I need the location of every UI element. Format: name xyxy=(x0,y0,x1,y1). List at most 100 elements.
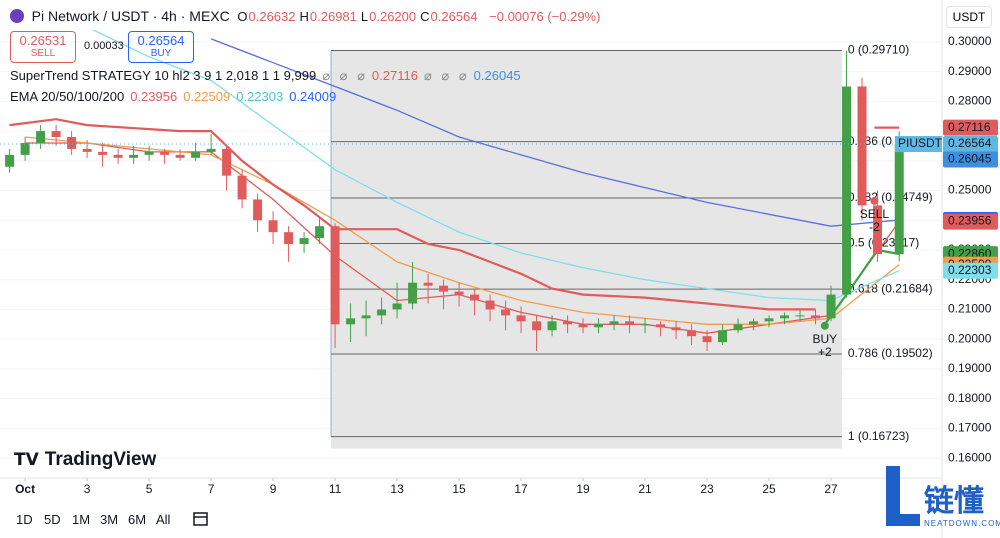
candle-body xyxy=(237,175,247,200)
signal-count: -2 xyxy=(869,220,880,234)
candle-body xyxy=(842,86,852,295)
y-tick-label: 0.19000 xyxy=(948,361,992,375)
candle-body xyxy=(5,154,15,167)
sell-label: SELL xyxy=(30,48,56,59)
candle-body xyxy=(547,321,557,331)
price-badge xyxy=(943,262,998,279)
fib-label: 0.786 (0.19502) xyxy=(848,346,933,360)
price-badge-label: 0.26045 xyxy=(948,152,992,166)
legend-row: Pi Network / USDT · 4h · MEXC O0.26632 H0… xyxy=(10,8,604,24)
indicator-icons: ⌀ ⌀ ⌀ xyxy=(423,68,470,83)
candle-body xyxy=(826,294,836,319)
candle-body xyxy=(82,148,92,152)
indicator-name: SuperTrend STRATEGY 10 hl2 3 9 1 2,018 1… xyxy=(10,68,317,83)
candle-body xyxy=(160,151,170,155)
indicator-value: 0.26045 xyxy=(473,68,521,83)
candle-body xyxy=(377,309,387,316)
wm-bar xyxy=(886,514,920,526)
indicator-value: 0.23956 xyxy=(130,89,178,104)
y-tick-label: 0.20000 xyxy=(948,331,992,345)
indicator-line xyxy=(210,38,900,227)
watermark: 链懂 NEATDOWN.COM xyxy=(884,466,1000,538)
indicator-value: 0.24009 xyxy=(289,89,337,104)
candle-body xyxy=(206,148,216,152)
x-tick-label: 19 xyxy=(576,482,590,496)
spread: 0.00033 xyxy=(84,40,124,52)
y-tick-label: 0.21000 xyxy=(948,302,992,316)
candle-body xyxy=(873,205,883,255)
range-button[interactable]: 5D xyxy=(44,512,61,527)
candle-body xyxy=(454,291,464,295)
y-tick-label: 0.18000 xyxy=(948,391,992,405)
overlay: 0.16000 0.17000 0.18000 0.19000 0.20000 0.210… xyxy=(15,34,998,496)
candle-body xyxy=(36,131,46,143)
signal-count: +2 xyxy=(818,345,832,359)
range-button[interactable]: 1M xyxy=(72,512,91,527)
price-badge-label: 0.26564 xyxy=(948,136,992,150)
change: −0.00076 (−0.29%) xyxy=(489,9,601,24)
indicator-line xyxy=(9,118,900,311)
ohlc-value: 0.26200 xyxy=(369,9,417,24)
indicator-value: 0.22303 xyxy=(236,89,284,104)
candle-body xyxy=(20,142,30,155)
currency-button[interactable]: USDT xyxy=(946,6,992,28)
x-tick-label: 25 xyxy=(762,482,776,496)
signal-dot xyxy=(870,196,879,205)
candle-body xyxy=(764,318,774,322)
x-tick-label: 15 xyxy=(452,482,466,496)
price-badge-label: 0.22303 xyxy=(948,263,992,277)
candle-body xyxy=(516,315,526,322)
x-tick-label: 17 xyxy=(514,482,528,496)
candle-body xyxy=(98,151,108,155)
candle-body xyxy=(129,154,139,158)
brand: TradingView xyxy=(44,449,157,470)
candle-body xyxy=(485,300,495,310)
price-badge xyxy=(943,151,998,168)
indicator-name: EMA 20/50/100/200 xyxy=(10,89,125,104)
fib-region xyxy=(331,50,842,449)
indicator-value: 0.22509 xyxy=(183,89,231,104)
candle-body xyxy=(144,151,154,155)
range-button[interactable]: 6M xyxy=(128,512,147,527)
symbol: Pi Network / USDT · 4h · MEXC xyxy=(31,8,230,24)
ohlc-key: H xyxy=(299,9,309,24)
candle-body xyxy=(702,336,712,343)
buy-button[interactable]: 0.26564 BUY xyxy=(128,31,194,63)
ohlc-key: L xyxy=(360,9,369,24)
candle-body xyxy=(811,315,821,319)
x-tick-label: 21 xyxy=(638,482,652,496)
x-tick-label: 3 xyxy=(84,482,91,496)
candle-body xyxy=(563,321,573,325)
candle-body xyxy=(749,321,759,325)
candle-body xyxy=(609,321,619,325)
fib-label: 1 (0.16723) xyxy=(848,429,909,443)
candle-body xyxy=(299,238,309,245)
ohlc-key: C xyxy=(420,9,430,24)
candle-body xyxy=(625,321,635,325)
range-button[interactable]: 1D xyxy=(16,512,33,527)
calendar-icon[interactable] xyxy=(192,510,210,528)
price-badge-label: 0.27116 xyxy=(948,120,991,134)
candle-body xyxy=(346,318,356,325)
candle-body xyxy=(780,315,790,319)
range-button[interactable]: All xyxy=(156,512,171,527)
indicator-line xyxy=(91,30,900,302)
x-tick-label: 27 xyxy=(824,482,838,496)
signal-label: SELL xyxy=(860,207,890,221)
candle-body xyxy=(470,294,480,301)
y-tick-label: 0.28000 xyxy=(948,94,992,108)
candle-body xyxy=(330,226,340,325)
candle-body xyxy=(268,220,278,233)
symbol-badge xyxy=(895,136,942,153)
candle-body xyxy=(501,309,511,316)
range-button[interactable]: 3M xyxy=(100,512,119,527)
fib-label: 0 (0.29710) xyxy=(848,43,909,57)
candle-body xyxy=(191,151,201,158)
candle-body xyxy=(175,154,185,158)
sell-button[interactable]: 0.26531 SELL xyxy=(10,31,76,63)
wm-site: NEATDOWN.COM xyxy=(924,519,1000,528)
y-tick-label: 0.29000 xyxy=(948,64,992,78)
candle-body xyxy=(718,330,728,343)
